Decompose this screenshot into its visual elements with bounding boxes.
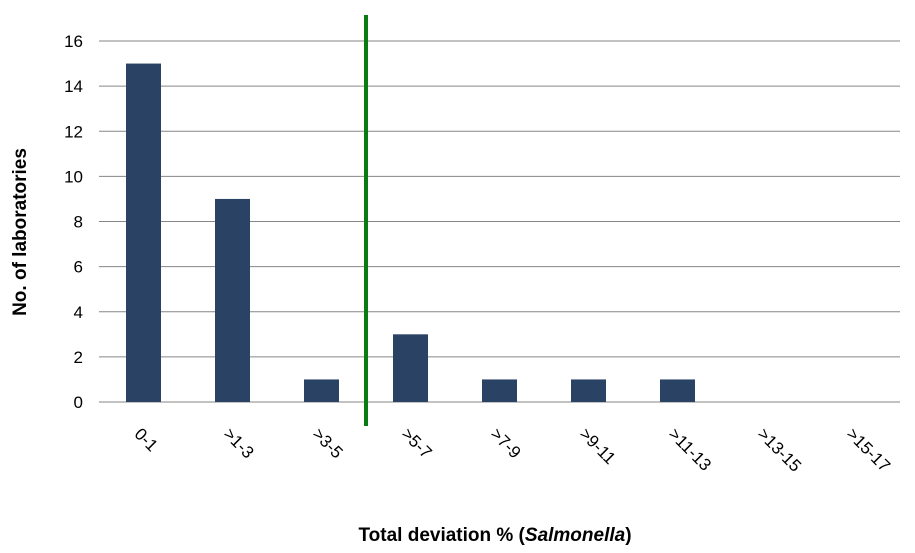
x-tick-label: >13-15 [754,424,805,475]
y-tick-label: 16 [64,32,83,51]
y-tick-label: 0 [74,393,83,412]
x-tick-label: >3-5 [309,424,347,462]
x-tick-label: >7-9 [487,424,525,462]
y-tick-label: 8 [74,213,83,232]
x-tick-label: >15-17 [843,424,894,475]
bar [393,334,428,402]
x-axis-title-prefix: Total deviation % ( [358,525,525,546]
x-axis-title-suffix: ) [625,525,631,546]
x-tick-label: >5-7 [398,424,436,462]
bar [482,379,517,402]
y-tick-label: 2 [74,348,83,367]
y-tick-label: 12 [64,122,83,141]
y-tick-label: 14 [64,77,83,96]
x-axis-title: Total deviation % (Salmonella) [358,525,631,546]
y-tick-label: 4 [74,303,83,322]
x-tick-label: >9-11 [576,424,620,468]
bars [126,63,695,402]
bar [126,63,161,402]
x-tick-label: 0-1 [131,424,162,455]
bar [304,379,339,402]
y-axis-title: No. of laboratories [10,148,31,316]
y-tick-label: 6 [74,258,83,277]
x-axis-title-italic: Salmonella [525,525,626,546]
x-tick-label: >1-3 [220,424,258,462]
bar [571,379,606,402]
y-tick-labels: 0 2 4 6 8 10 12 14 16 [64,32,83,412]
y-tick-label: 10 [64,167,83,186]
x-tick-labels: 0-1 >1-3 >3-5 >5-7 >7-9 >9-11 >11-13 >13-15 >15-… [131,424,894,475]
bar [215,198,250,402]
x-tick-label: >11-13 [665,424,715,474]
bar [660,379,695,402]
